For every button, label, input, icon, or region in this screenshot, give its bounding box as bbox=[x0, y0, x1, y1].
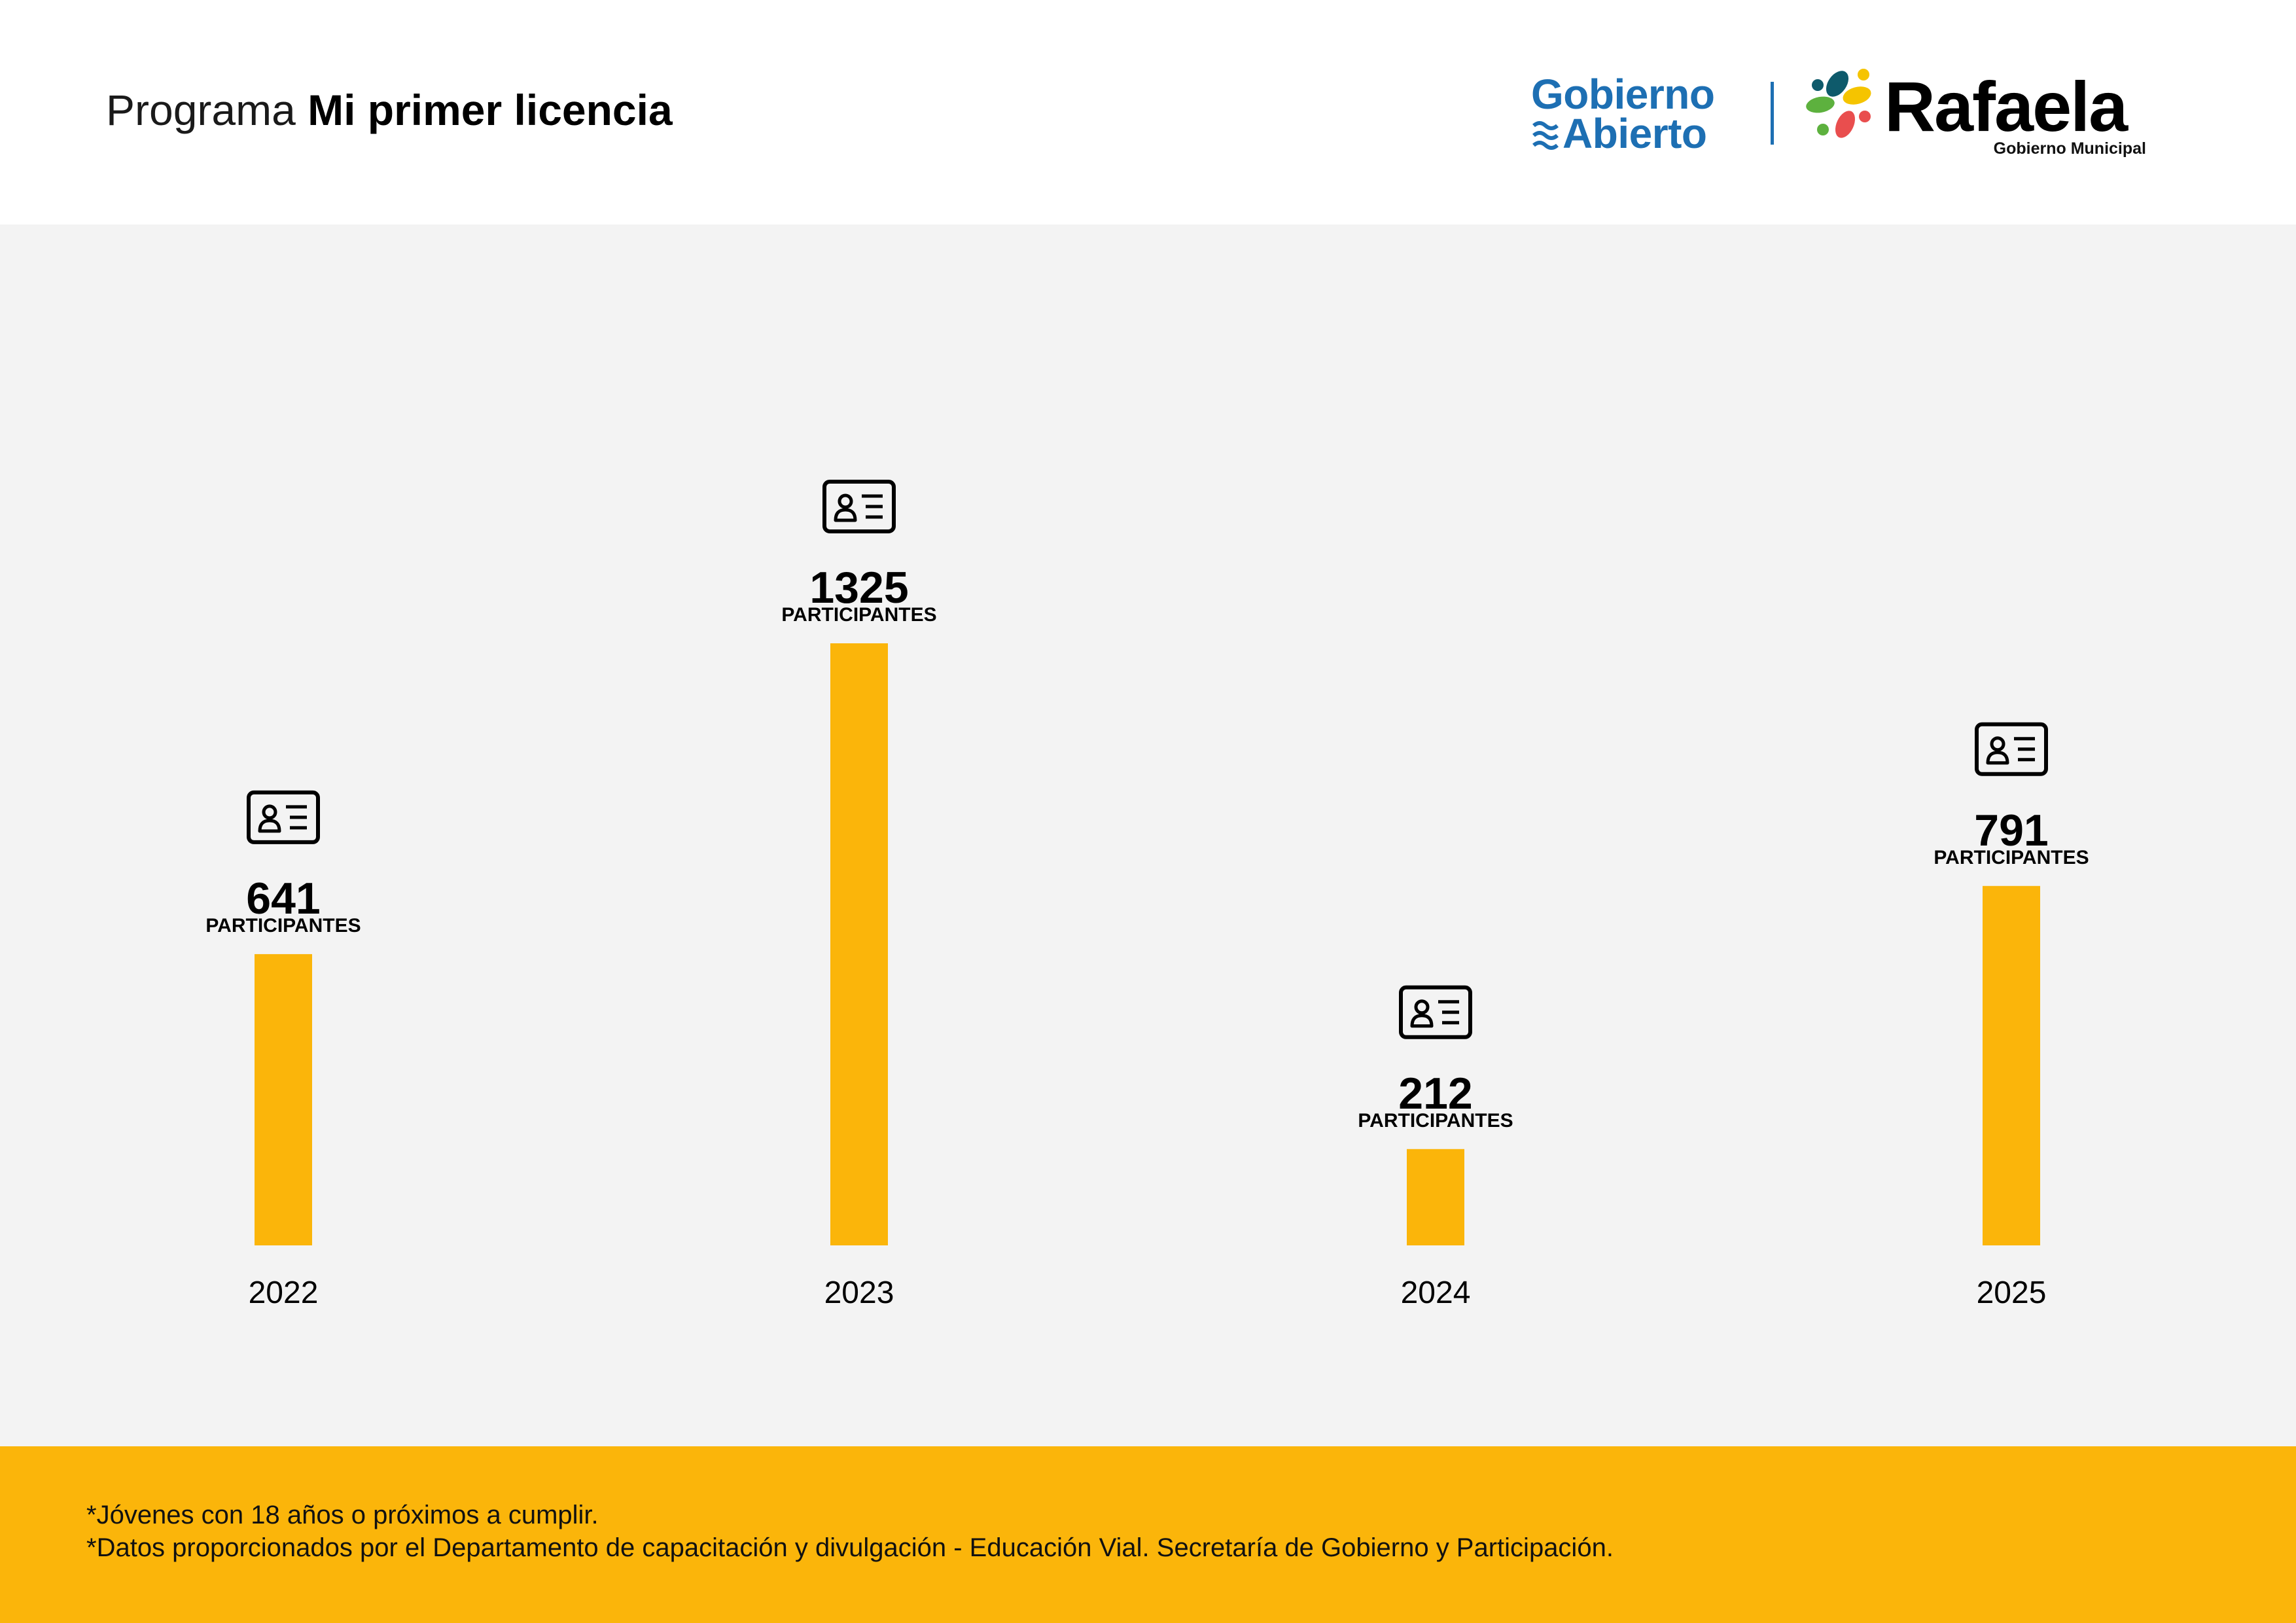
x-tick-label: 2025 bbox=[1977, 1275, 2047, 1310]
id-card-icon bbox=[1975, 722, 2048, 776]
id-card-icon bbox=[822, 480, 896, 533]
bar-value-label: 212 bbox=[1398, 1069, 1472, 1118]
x-tick-label: 2023 bbox=[824, 1275, 894, 1310]
gobierno-abierto-logo: Gobierno Abierto bbox=[1531, 72, 1754, 154]
chart-area: PARTICIPANTES 641 2022 PARTICIPANTES 1325 202… bbox=[0, 224, 2296, 1446]
bar-unit-label: PARTICIPANTES bbox=[1358, 1110, 1513, 1132]
page-title: Programa Mi primer licencia bbox=[106, 84, 673, 136]
bar bbox=[1407, 1149, 1464, 1245]
x-tick-label: 2024 bbox=[1401, 1275, 1471, 1310]
id-card-icon bbox=[1399, 985, 1472, 1039]
footnote: *Jóvenes con 18 años o próximos a cumpli… bbox=[86, 1501, 599, 1529]
rafaela-subtitle: Gobierno Municipal bbox=[1993, 139, 2146, 158]
rafaela-wordmark: Rafaela bbox=[1884, 67, 2128, 146]
waves-icon bbox=[1532, 121, 1559, 150]
bar bbox=[1983, 885, 2040, 1245]
bar-unit-label: PARTICIPANTES bbox=[1934, 847, 2089, 868]
gobierno-abierto-line1: Gobierno bbox=[1531, 71, 1715, 118]
header: Programa Mi primer licencia Gobierno Abi… bbox=[0, 0, 2296, 224]
bar bbox=[255, 954, 312, 1245]
logo-divider bbox=[1771, 82, 1774, 145]
rafaela-flower-icon bbox=[1806, 69, 1871, 138]
bar-unit-label: PARTICIPANTES bbox=[781, 604, 936, 626]
bar-value-label: 641 bbox=[246, 874, 320, 923]
bar bbox=[830, 643, 888, 1245]
bar-value-label: 791 bbox=[1974, 806, 2048, 855]
bar-chart: PARTICIPANTES6412022PARTICIPANTES1325202… bbox=[205, 480, 2089, 1310]
page-title-prefix: Programa bbox=[106, 86, 296, 134]
rafaela-logo: Rafaela Gobierno Municipal bbox=[1799, 65, 2146, 164]
page-title-program: Mi primer licencia bbox=[308, 86, 673, 134]
bar-unit-label: PARTICIPANTES bbox=[205, 915, 361, 936]
x-tick-label: 2022 bbox=[249, 1275, 319, 1310]
footer: *Jóvenes con 18 años o próximos a cumpli… bbox=[0, 1446, 2296, 1623]
id-card-icon bbox=[247, 790, 320, 844]
gobierno-abierto-line2: Abierto bbox=[1563, 110, 1707, 157]
bar-value-label: 1325 bbox=[809, 563, 908, 613]
footnote: *Datos proporcionados por el Departament… bbox=[86, 1533, 1614, 1562]
